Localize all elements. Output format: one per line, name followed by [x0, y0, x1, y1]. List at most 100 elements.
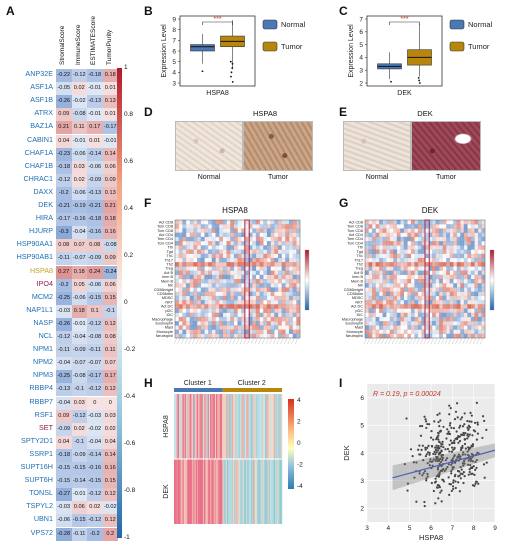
- heatmap-cell: [365, 279, 369, 284]
- correlation-cell: -0.06: [71, 186, 87, 200]
- heatmap-cell: [414, 283, 419, 288]
- data-point: [460, 416, 464, 419]
- data-point: [466, 463, 470, 466]
- heatmap-cell: [400, 220, 405, 225]
- heatmap-cell: [178, 232, 183, 238]
- cluster-cell: [256, 459, 259, 524]
- heatmap-cell: [266, 228, 271, 233]
- heatmap-cell: [193, 262, 198, 267]
- heatmap-cell: [453, 220, 457, 225]
- cluster-cell: [184, 459, 187, 524]
- heatmap-cell: [428, 245, 433, 250]
- heatmap-cell: [241, 266, 246, 271]
- heatmap-cell: [241, 304, 246, 309]
- heatmap-cell: [204, 274, 209, 280]
- heatmap-cell: [379, 266, 383, 271]
- column-label-mark: [210, 337, 214, 345]
- heatmap-cell: [463, 224, 468, 229]
- gene-row: ASF1A -0.05 0.02 -0.01 0.01: [0, 81, 133, 96]
- heatmap-cell: [182, 304, 187, 309]
- heatmap-cell: [193, 295, 198, 301]
- cluster-cell: [187, 459, 189, 524]
- heatmap-cell: [389, 312, 394, 318]
- heatmap-cell: [428, 283, 433, 288]
- y-axis-label: Expression Level: [348, 24, 355, 78]
- heatmap-cell: [460, 287, 465, 292]
- heatmap-cell: [446, 220, 450, 225]
- heatmap-cell: [403, 224, 408, 229]
- gene-row: RBBP7 -0.04 0.03 0 0: [0, 396, 133, 411]
- heatmap-cell: [274, 295, 279, 301]
- heatmap-cell: [382, 291, 387, 297]
- heatmap-cell: [241, 241, 246, 246]
- heatmap-cell: [453, 270, 457, 275]
- data-point: [421, 424, 424, 428]
- heatmap-cell: [446, 249, 450, 254]
- heatmap-cell: [396, 236, 401, 242]
- heatmap-cell: [237, 253, 242, 259]
- heatmap-cell: [296, 316, 301, 322]
- heatmap-cell: [365, 304, 369, 309]
- heatmap-cell: [281, 228, 286, 233]
- heatmap-cell: [230, 329, 235, 334]
- data-point: [436, 436, 439, 439]
- heatmap-cell: [417, 274, 422, 280]
- heatmap-cell: [175, 317, 179, 321]
- heatmap-cell: [222, 287, 227, 292]
- heatmap-cell: [463, 228, 468, 233]
- heatmap-cell: [219, 333, 223, 339]
- heatmap-cell: [189, 291, 194, 297]
- heatmap-cell: [208, 295, 212, 301]
- data-point: [462, 431, 465, 435]
- heatmap-cell: [208, 245, 212, 249]
- correlation-cell: -0.25: [56, 370, 72, 384]
- column-label-mark: [462, 337, 466, 345]
- heatmap-cell: [407, 300, 412, 305]
- heatmap-cell: [481, 291, 486, 297]
- heatmap-cell: [467, 279, 472, 284]
- heatmap-cell: [296, 283, 301, 288]
- cluster-cell: [220, 459, 223, 524]
- heatmap-cell: [375, 274, 380, 280]
- scale-tick-label: 0: [297, 440, 301, 447]
- data-point: [456, 402, 459, 405]
- data-point: [434, 446, 437, 449]
- heatmap-cell: [277, 241, 282, 246]
- data-point: [458, 490, 461, 493]
- heatmap-cell: [230, 300, 235, 305]
- cluster-cell: [232, 394, 235, 459]
- heatmap-cell: [244, 262, 249, 267]
- cluster-cell: [226, 394, 229, 459]
- heatmap-cell: [233, 274, 238, 280]
- heatmap-cell: [193, 312, 198, 318]
- heatmap-cell: [471, 250, 475, 254]
- heatmap-cell: [375, 295, 380, 301]
- data-point: [453, 455, 456, 458]
- data-point: [419, 425, 422, 428]
- heatmap-cell: [259, 245, 264, 250]
- heatmap-cell: [193, 249, 198, 254]
- data-point: [441, 456, 445, 460]
- gene-values: -0.25 -0.08 -0.17 0.17: [56, 370, 118, 384]
- heatmap-cell: [453, 249, 457, 254]
- cluster-cell: [243, 459, 245, 524]
- heatmap-cell: [428, 308, 433, 313]
- column-label-mark: [423, 337, 427, 345]
- heatmap-cell: [453, 295, 457, 301]
- heatmap-cell: [432, 304, 436, 309]
- heatmap-cell: [211, 283, 216, 288]
- correlation-cell: -0.17: [56, 213, 72, 227]
- cluster-cell: [265, 459, 267, 524]
- heatmap-cell: [393, 270, 397, 275]
- heatmap-cell: [285, 300, 290, 305]
- heatmap-cell: [193, 325, 198, 330]
- heatmap-cell: [208, 249, 212, 254]
- gene-values: -0.18 0.03 -0.06 0.06: [56, 160, 118, 174]
- heatmap-cell: [456, 249, 461, 254]
- heatmap-cell: [237, 266, 242, 271]
- heatmap-cell: [382, 316, 387, 322]
- heatmap-cell: [389, 300, 394, 305]
- heatmap-cell: [241, 220, 246, 225]
- heatmap-cell: [281, 236, 286, 242]
- cluster-cell: [268, 459, 271, 524]
